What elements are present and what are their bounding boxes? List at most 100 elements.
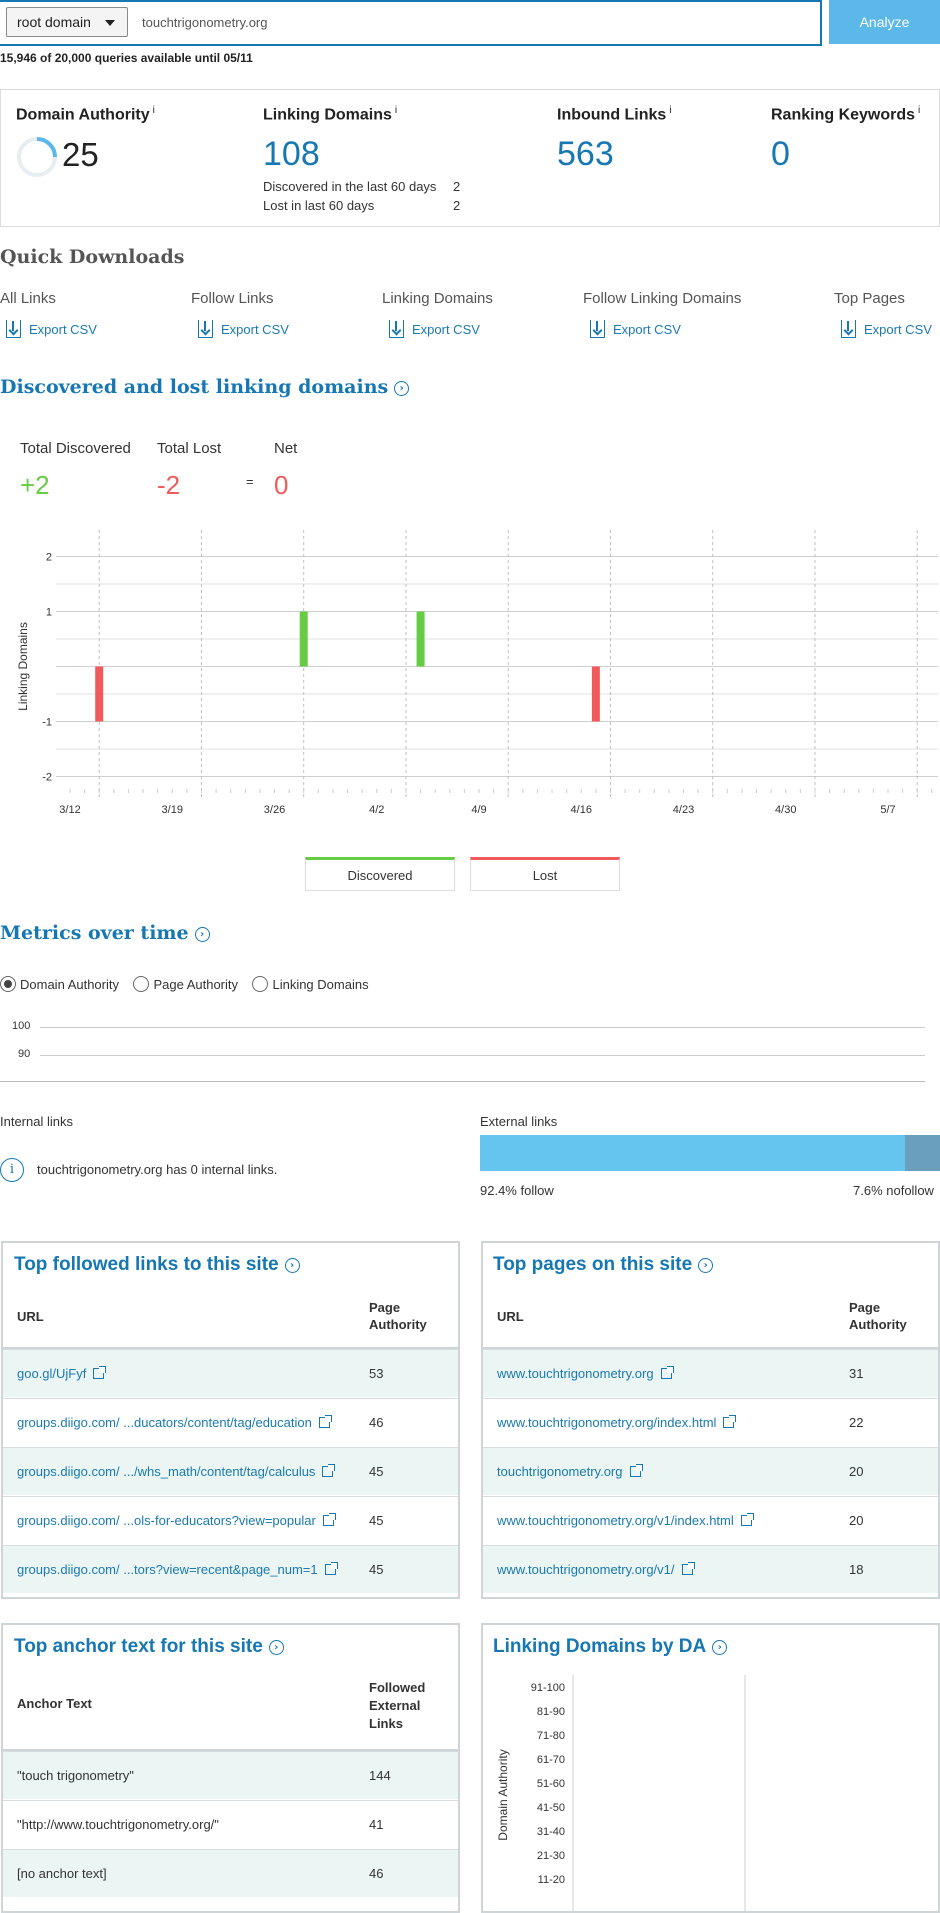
export-csv-follow-linking-domains[interactable]: Export CSV bbox=[590, 320, 681, 338]
inbound-links-value: 563 bbox=[557, 135, 614, 173]
metrics-over-time-title: Metrics over time › bbox=[0, 922, 210, 944]
da-bucket-label: 11-20 bbox=[538, 1874, 565, 1886]
chevron-right-icon[interactable]: › bbox=[284, 1258, 300, 1273]
table-row: www.touchtrigonometry.org/v1/index.html 2… bbox=[483, 1496, 938, 1544]
metric-radio-group: Domain Authority Page Authority Linking … bbox=[0, 976, 379, 994]
chevron-right-icon[interactable]: › bbox=[394, 381, 410, 396]
radio-label-page-authority: Page Authority bbox=[153, 977, 239, 992]
linking-domains-label: Linking Domains i bbox=[263, 105, 398, 124]
linking-domains-by-da-title: Linking Domains by DA › bbox=[493, 1636, 728, 1658]
discovered-60-label: Discovered in the last 60 days bbox=[263, 179, 437, 194]
y-tick-label: -1 bbox=[42, 717, 52, 729]
header-divider bbox=[483, 1347, 938, 1349]
da-bucket-label: 21-30 bbox=[537, 1850, 565, 1862]
legend-lost[interactable]: Lost bbox=[470, 857, 620, 891]
external-link-icon bbox=[740, 1513, 754, 1526]
da-bucket-label: 91-100 bbox=[531, 1682, 565, 1694]
top-pages-title: Top pages on this site › bbox=[493, 1254, 714, 1276]
external-link-icon bbox=[322, 1513, 336, 1526]
download-label-top-pages: Top Pages bbox=[834, 290, 905, 307]
link-url[interactable]: groups.diigo.com/ ...ducators/content/ta… bbox=[17, 1399, 332, 1447]
followed-links-count: 144 bbox=[369, 1768, 391, 1783]
discovered-60-value[interactable]: 2 bbox=[453, 179, 461, 194]
page-authority-value: 45 bbox=[369, 1464, 384, 1479]
inbound-links-label: Inbound Links i bbox=[557, 105, 672, 124]
export-csv-linking-domains[interactable]: Export CSV bbox=[389, 320, 480, 338]
link-url[interactable]: groups.diigo.com/ ...ols-for-educators?v… bbox=[17, 1497, 336, 1545]
page-url[interactable]: www.touchtrigonometry.org/v1/index.html bbox=[497, 1497, 754, 1545]
link-url[interactable]: groups.diigo.com/ ...tors?view=recent&pa… bbox=[17, 1546, 338, 1594]
top-anchor-text-title: Top anchor text for this site › bbox=[14, 1636, 284, 1658]
scope-select[interactable]: root domain bbox=[6, 7, 128, 37]
top-pages-panel: Top pages on this site › URL Page Authorit… bbox=[481, 1241, 940, 1599]
analyze-button[interactable]: Analyze bbox=[829, 0, 940, 44]
x-tick-label: 3/26 bbox=[264, 804, 285, 816]
da-bucket-label: 61-70 bbox=[537, 1754, 565, 1766]
page-authority-value: 31 bbox=[849, 1366, 864, 1381]
info-icon[interactable]: i bbox=[918, 105, 921, 116]
y-axis-label: Linking Domains bbox=[16, 622, 30, 711]
lost-60-value[interactable]: 2 bbox=[453, 198, 461, 213]
page-url[interactable]: www.touchtrigonometry.org/index.html bbox=[497, 1399, 737, 1447]
total-lost-label: Total Lost bbox=[157, 440, 222, 457]
domain-authority-gauge-arc bbox=[36, 137, 57, 158]
export-csv-all-links[interactable]: Export CSV bbox=[6, 320, 97, 338]
external-links-bar bbox=[480, 1135, 940, 1171]
page-url[interactable]: touchtrigonometry.org bbox=[497, 1448, 643, 1496]
bar-discovered bbox=[299, 611, 308, 667]
table-row: www.touchtrigonometry.org 31 bbox=[483, 1349, 938, 1397]
radio-label-domain-authority: Domain Authority bbox=[20, 977, 119, 992]
info-icon[interactable]: i bbox=[669, 105, 672, 116]
da-bucket-label: 71-80 bbox=[537, 1730, 565, 1742]
external-link-icon bbox=[629, 1464, 643, 1477]
info-icon[interactable]: i bbox=[152, 105, 155, 116]
external-link-icon bbox=[93, 1366, 107, 1379]
chevron-right-icon[interactable]: › bbox=[268, 1640, 284, 1655]
mot-gridline bbox=[40, 1055, 925, 1056]
export-csv-follow-links[interactable]: Export CSV bbox=[198, 320, 289, 338]
lost-60-label: Lost in last 60 days bbox=[263, 198, 375, 213]
link-url[interactable]: groups.diigo.com/ .../whs_math/content/t… bbox=[17, 1448, 336, 1496]
radio-page-authority[interactable] bbox=[133, 976, 150, 992]
y-tick-label: 2 bbox=[46, 552, 52, 564]
linking-domains-value: 108 bbox=[263, 135, 320, 173]
domain-authority-label: Domain Authority i bbox=[16, 105, 155, 124]
table-row: "touch trigonometry" 144 bbox=[3, 1751, 458, 1799]
radio-linking-domains[interactable] bbox=[252, 976, 269, 992]
x-tick-label: 3/12 bbox=[59, 804, 80, 816]
equals-sign: = bbox=[246, 474, 254, 489]
info-icon: i bbox=[0, 1158, 24, 1182]
download-icon bbox=[198, 320, 213, 338]
da-y-axis-label: Domain Authority bbox=[496, 1749, 510, 1840]
page-authority-value: 18 bbox=[849, 1562, 864, 1577]
page-url[interactable]: www.touchtrigonometry.org bbox=[497, 1350, 674, 1398]
chevron-right-icon[interactable]: › bbox=[712, 1640, 728, 1655]
col-header-page-authority: Page Authority bbox=[369, 1300, 427, 1332]
info-icon[interactable]: i bbox=[394, 105, 398, 116]
download-label-follow-links: Follow Links bbox=[191, 290, 274, 307]
metrics-card: Domain Authority i 25 Linking Domains i 10… bbox=[0, 89, 940, 227]
table-row: goo.gl/UjFyf 53 bbox=[3, 1349, 458, 1397]
mot-gridline bbox=[40, 1027, 925, 1028]
chevron-right-icon[interactable]: › bbox=[194, 927, 210, 942]
domain-authority-gauge bbox=[17, 137, 57, 177]
internal-links-message: touchtrigonometry.org has 0 internal lin… bbox=[37, 1162, 278, 1177]
top-anchor-text-panel: Top anchor text for this site › Anchor Te… bbox=[1, 1623, 460, 1913]
chevron-right-icon[interactable]: › bbox=[698, 1258, 714, 1273]
legend-discovered[interactable]: Discovered bbox=[305, 857, 455, 891]
external-links-title: External links bbox=[480, 1114, 558, 1129]
page-url[interactable]: www.touchtrigonometry.org/v1/ bbox=[497, 1546, 695, 1594]
bar-lost bbox=[591, 666, 600, 722]
download-icon bbox=[6, 320, 21, 338]
radio-domain-authority[interactable] bbox=[0, 976, 16, 992]
table-row: touchtrigonometry.org 20 bbox=[483, 1447, 938, 1495]
da-bucket-label: 31-40 bbox=[537, 1826, 565, 1838]
search-input[interactable] bbox=[140, 9, 800, 35]
x-tick-label: 4/30 bbox=[775, 804, 796, 816]
radio-label-linking-domains: Linking Domains bbox=[272, 977, 369, 992]
download-icon bbox=[841, 320, 856, 338]
link-url[interactable]: goo.gl/UjFyf bbox=[17, 1350, 107, 1398]
internal-links-title: Internal links bbox=[0, 1114, 73, 1129]
export-csv-top-pages[interactable]: Export CSV bbox=[841, 320, 932, 338]
x-tick-label: 4/16 bbox=[571, 804, 592, 816]
